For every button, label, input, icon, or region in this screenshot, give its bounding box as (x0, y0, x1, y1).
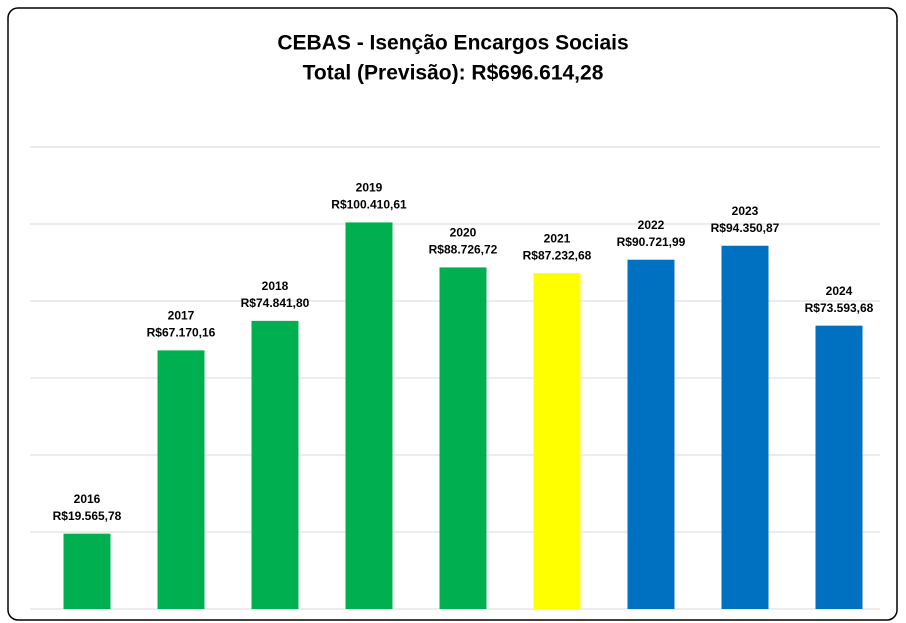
chart-subtitle: Total (Previsão): R$696.614,28 (303, 62, 604, 85)
category-label: 2018 (262, 279, 289, 293)
value-label: R$88.726,72 (429, 243, 498, 257)
chart-title: CEBAS - Isenção Encargos Sociais (277, 32, 628, 55)
bar (533, 273, 581, 609)
bar (815, 325, 863, 609)
category-label: 2021 (544, 231, 571, 245)
category-label: 2020 (450, 226, 477, 240)
bar (63, 533, 111, 609)
value-label: R$90.721,99 (617, 235, 686, 249)
category-label: 2023 (732, 204, 759, 218)
value-label: R$67.170,16 (147, 326, 216, 340)
value-label: R$74.841,80 (241, 296, 310, 310)
bar (345, 222, 393, 609)
bar (721, 245, 769, 609)
category-label: 2016 (74, 492, 101, 506)
bar (251, 320, 299, 609)
category-label: 2019 (356, 181, 383, 195)
value-label: R$19.565,78 (53, 509, 122, 523)
bar (627, 259, 675, 609)
value-label: R$87.232,68 (523, 248, 592, 262)
category-label: 2022 (638, 218, 665, 232)
category-label: 2024 (826, 284, 853, 298)
value-label: R$94.350,87 (711, 221, 780, 235)
value-label: R$73.593,68 (805, 301, 874, 315)
value-label: R$100.410,61 (331, 198, 407, 212)
bar (439, 267, 487, 609)
bar (157, 350, 205, 609)
category-label: 2017 (168, 309, 195, 323)
